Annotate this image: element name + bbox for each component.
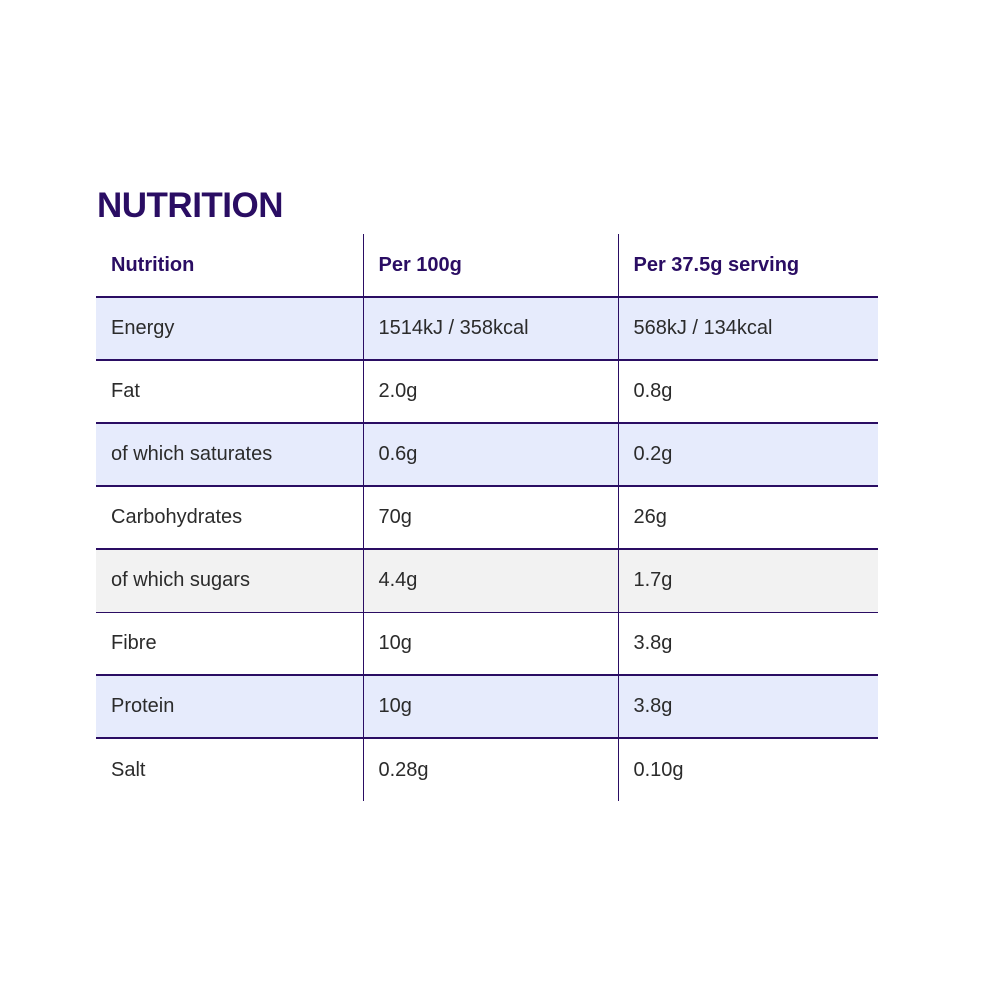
per-100g-cell: 0.6g [362,423,618,487]
per-100g-cell: 4.4g [362,549,618,613]
nutrient-cell: Carbohydrates [96,486,363,550]
nutrient-cell: Fat [96,360,363,424]
table-row: Fat 2.0g 0.8g [96,360,878,424]
per-100g-cell: 10g [362,612,618,676]
table-header-row: Nutrition Per 100g Per 37.5g serving [96,234,878,298]
per-serving-cell: 26g [617,486,878,550]
per-100g-cell: 2.0g [362,360,618,424]
nutrient-cell: Fibre [96,612,363,676]
table-row: Carbohydrates 70g 26g [96,486,878,550]
column-header-nutrition: Nutrition [96,234,363,298]
page-title: NUTRITION [97,186,284,225]
nutrient-cell: of which sugars [96,549,363,613]
table-row: of which saturates 0.6g 0.2g [96,423,878,487]
table-row: Salt 0.28g 0.10g [96,738,878,801]
table-row: Protein 10g 3.8g [96,675,878,739]
table-row: of which sugars 4.4g 1.7g [96,549,878,613]
per-serving-cell: 0.2g [617,423,878,487]
per-100g-cell: 0.28g [362,738,618,801]
per-serving-cell: 0.10g [617,738,878,801]
per-100g-cell: 10g [362,675,618,739]
column-header-per-serving: Per 37.5g serving [617,234,878,298]
nutrient-cell: Energy [96,297,363,361]
nutrient-cell: Protein [96,675,363,739]
table-body: Energy 1514kJ / 358kcal 568kJ / 134kcal Fat… [96,297,878,801]
table-row: Energy 1514kJ / 358kcal 568kJ / 134kcal [96,297,878,361]
nutrition-table: Nutrition Per 100g Per 37.5g serving Ene… [96,234,878,801]
column-header-per-100g: Per 100g [362,234,618,298]
per-serving-cell: 3.8g [617,675,878,739]
per-serving-cell: 3.8g [617,612,878,676]
nutrient-cell: of which saturates [96,423,363,487]
table-row: Fibre 10g 3.8g [96,612,878,676]
per-serving-cell: 0.8g [617,360,878,424]
nutrient-cell: Salt [111,758,146,781]
per-100g-cell: 70g [362,486,618,550]
per-serving-cell: 568kJ / 134kcal [617,297,878,361]
per-100g-cell: 1514kJ / 358kcal [362,297,618,361]
per-serving-cell: 1.7g [617,549,878,613]
